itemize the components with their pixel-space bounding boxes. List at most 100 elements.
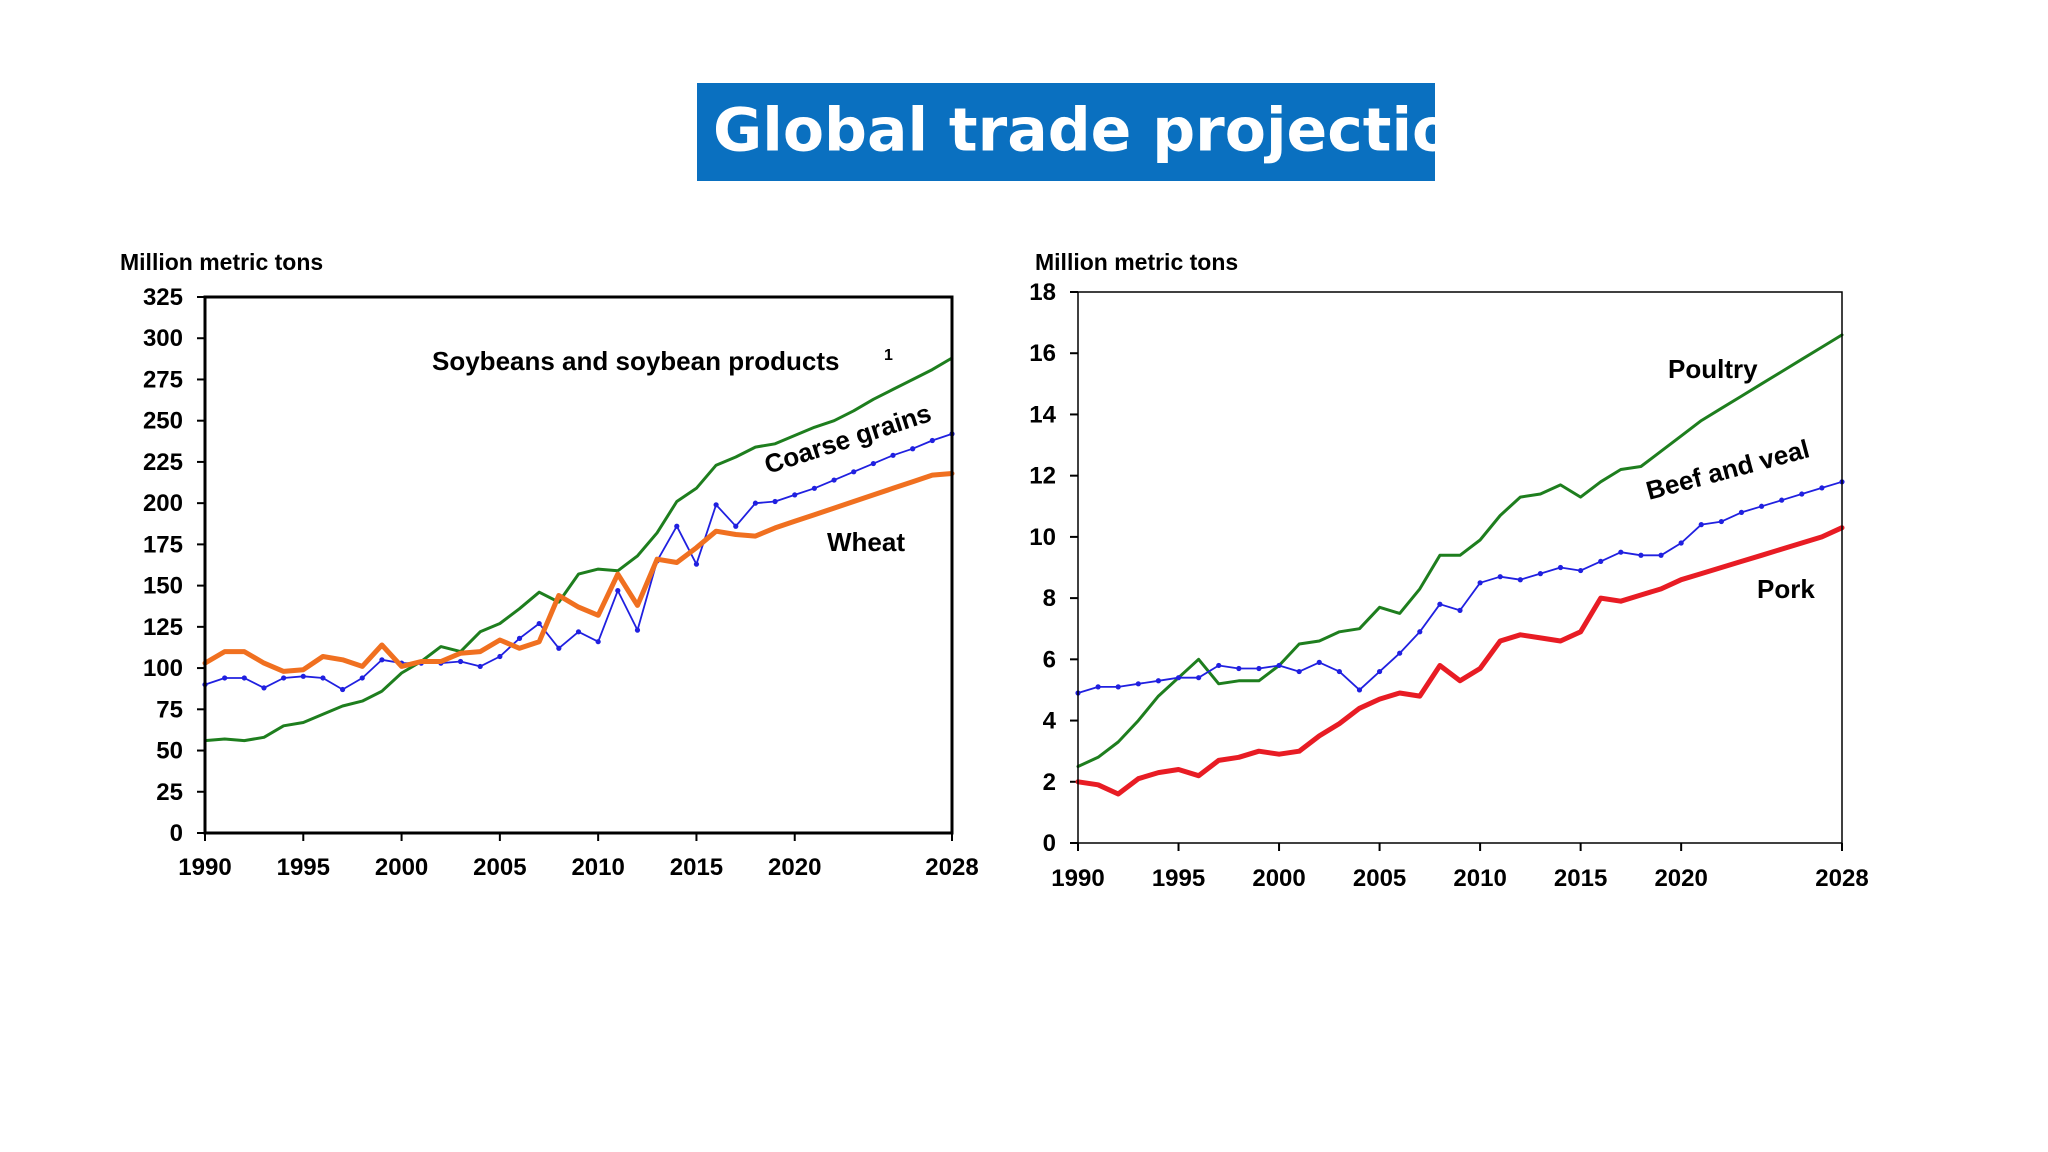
left-x-ticks: 1990 1995 2000 2005 2010 2015 2020 2028 bbox=[178, 833, 979, 881]
y-tick-label: 175 bbox=[143, 531, 183, 558]
y-tick-label: 200 bbox=[143, 490, 183, 517]
beef-and-veal-point bbox=[1718, 518, 1724, 525]
beef-and-veal-point bbox=[1758, 503, 1765, 509]
coarse-grains-point bbox=[634, 627, 641, 633]
beef-and-veal-point bbox=[1557, 564, 1564, 571]
y-tick-label: 325 bbox=[143, 284, 183, 311]
beef-and-veal-point bbox=[1216, 662, 1222, 669]
y-tick-label: 16 bbox=[1029, 340, 1056, 367]
poultry-line bbox=[1076, 333, 1844, 768]
coarse-grains-point bbox=[733, 523, 739, 529]
x-tick-label: 2000 bbox=[375, 854, 428, 881]
beef-and-veal-point bbox=[1115, 684, 1121, 690]
y-tick-label: 150 bbox=[143, 573, 183, 600]
pork-line bbox=[1075, 525, 1845, 797]
coarse-grains-point bbox=[359, 675, 365, 681]
coarse-grains-point bbox=[379, 657, 385, 663]
beef-and-veal-point bbox=[1437, 601, 1443, 607]
coarse-grains-point bbox=[320, 675, 326, 681]
coarse-grains-point bbox=[674, 523, 680, 529]
coarse-grains-point bbox=[241, 675, 247, 681]
beef-and-veal-point bbox=[1477, 580, 1483, 586]
slide-title: Global trade projections bbox=[713, 95, 1532, 166]
beef-and-veal-point bbox=[1376, 668, 1383, 675]
right-plot-frame bbox=[1077, 291, 1843, 844]
x-tick-label: 2010 bbox=[571, 854, 624, 881]
coarse-grains-point bbox=[575, 629, 582, 635]
y-tick-label: 0 bbox=[170, 820, 183, 847]
x-tick-label: 2015 bbox=[670, 854, 723, 881]
coarse-grains-point bbox=[870, 460, 876, 467]
y-tick-label: 0 bbox=[1043, 830, 1056, 857]
x-tick-label: 2020 bbox=[1654, 865, 1707, 892]
coarse-grains-point bbox=[713, 502, 719, 508]
y-tick-label: 100 bbox=[143, 655, 183, 682]
coarse-grains-point bbox=[281, 675, 287, 681]
title-banner: Global trade projections bbox=[697, 83, 1532, 181]
coarse-grains-point bbox=[910, 446, 916, 452]
x-tick-label: 2000 bbox=[1252, 865, 1305, 892]
y-tick-label: 6 bbox=[1043, 646, 1056, 673]
right-y-ticks: 0 2 4 6 8 10 12 14 16 18 bbox=[1029, 279, 1078, 857]
beef-and-veal-point bbox=[1517, 577, 1523, 583]
coarse-grains-point bbox=[556, 645, 562, 651]
x-tick-label: 1995 bbox=[1152, 865, 1205, 892]
right-ylabel: Million metric tons bbox=[1035, 249, 1238, 275]
soybeans-footnote: 1 bbox=[884, 347, 893, 364]
y-tick-label: 8 bbox=[1043, 585, 1056, 612]
wheat-label: Wheat bbox=[827, 527, 905, 557]
y-tick-label: 75 bbox=[156, 696, 183, 723]
beef-and-veal-point bbox=[1618, 549, 1624, 555]
coarse-grains-point bbox=[516, 635, 523, 641]
right-x-ticks: 1990 1995 2000 2005 2010 2015 2020 2028 bbox=[1051, 843, 1869, 892]
coarse-grains-point bbox=[222, 675, 228, 681]
beef-and-veal-point bbox=[1236, 665, 1242, 672]
coarse-grains-point bbox=[477, 663, 483, 670]
y-tick-label: 225 bbox=[143, 449, 183, 476]
beef-and-veal-point bbox=[1779, 497, 1785, 503]
y-tick-label: 14 bbox=[1029, 401, 1056, 428]
x-tick-label: 1990 bbox=[178, 854, 231, 881]
pork-label: Pork bbox=[1757, 574, 1815, 604]
coarse-grains-point bbox=[929, 437, 935, 444]
left-ylabel: Million metric tons bbox=[120, 249, 323, 275]
coarse-grains-point bbox=[340, 686, 346, 693]
beef-and-veal-point bbox=[1537, 571, 1544, 577]
coarse-grains-point bbox=[693, 561, 700, 567]
beef-and-veal-point bbox=[1397, 650, 1403, 656]
beef-and-veal-point bbox=[1698, 522, 1704, 528]
beef-and-veal-point bbox=[1738, 509, 1745, 515]
beef-and-veal-point bbox=[1316, 659, 1322, 665]
beef-and-veal-point bbox=[1638, 552, 1644, 558]
beef-and-veal-point bbox=[1819, 485, 1825, 491]
left-y-ticks: 0 25 50 75 100 125 150 175 200 225 250 275 300 325 bbox=[143, 284, 205, 847]
right-series bbox=[1075, 333, 1845, 797]
coarse-grains-point bbox=[457, 658, 464, 665]
x-tick-label: 2005 bbox=[473, 854, 526, 881]
soybeans-label: Soybeans and soybean products bbox=[432, 346, 839, 376]
coarse-grains-point bbox=[792, 492, 798, 498]
y-tick-label: 25 bbox=[156, 779, 183, 806]
coarse-grains-point bbox=[615, 587, 621, 594]
y-tick-label: 275 bbox=[143, 366, 183, 393]
y-tick-label: 18 bbox=[1029, 279, 1056, 306]
coarse-grains-point bbox=[497, 653, 503, 660]
coarse-grains-line bbox=[204, 432, 953, 691]
beef-and-veal-line bbox=[1077, 480, 1843, 694]
x-tick-label: 1995 bbox=[277, 854, 330, 881]
beef-and-veal-point bbox=[1175, 675, 1182, 681]
x-tick-label: 2028 bbox=[1815, 865, 1868, 892]
beef-and-veal-point bbox=[1296, 668, 1302, 675]
beef-and-veal-point bbox=[1336, 668, 1342, 675]
coarse-grains-point bbox=[851, 469, 857, 475]
beef-and-veal-point bbox=[1356, 687, 1363, 693]
x-tick-label: 2020 bbox=[768, 854, 821, 881]
wheat-line bbox=[202, 471, 955, 674]
y-tick-label: 50 bbox=[156, 738, 183, 765]
beef-and-veal-point bbox=[1135, 681, 1141, 687]
x-tick-label: 2005 bbox=[1353, 865, 1406, 892]
y-tick-label: 12 bbox=[1029, 463, 1056, 490]
y-tick-label: 10 bbox=[1029, 524, 1056, 551]
right-chart: Million metric tons 0 2 4 6 8 10 12 14 16 18 1990… bbox=[1029, 249, 1868, 892]
